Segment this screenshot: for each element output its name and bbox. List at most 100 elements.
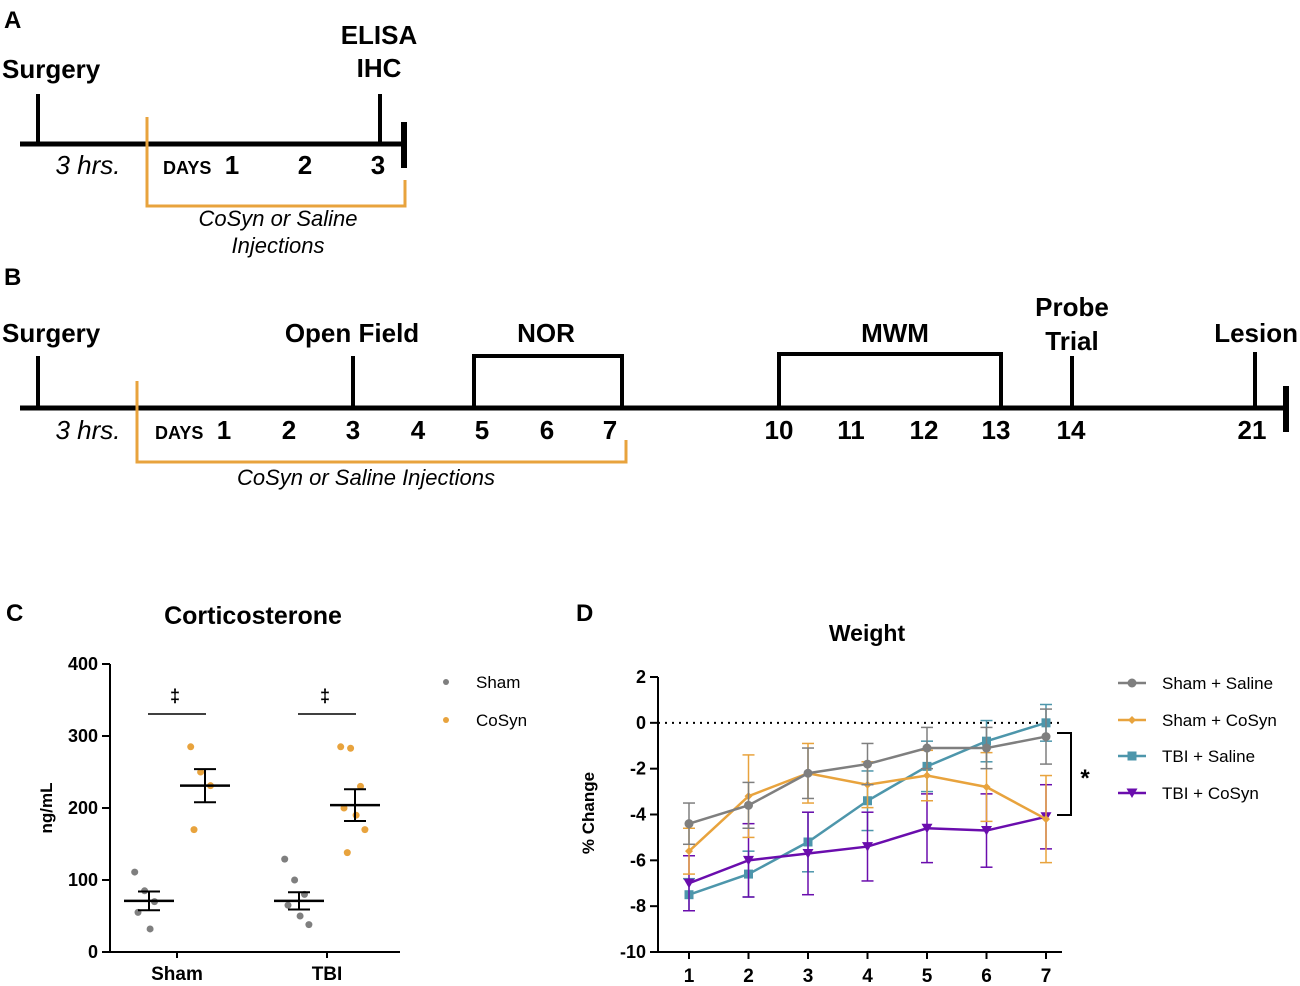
timeline-b-day: 3 bbox=[346, 415, 360, 445]
chart-c-point bbox=[337, 743, 345, 751]
chart-d-legend-marker bbox=[1127, 751, 1137, 761]
chart-d-point bbox=[685, 847, 693, 856]
timeline-b-day: 11 bbox=[837, 415, 865, 445]
chart-d-y-tick-label: -4 bbox=[630, 805, 646, 825]
timeline-b-injection-bracket bbox=[135, 381, 628, 464]
timeline-b-mwm-bracket bbox=[777, 352, 1003, 408]
chart-d-x-tick-label: 3 bbox=[803, 966, 814, 986]
panel-label-b: B bbox=[4, 264, 21, 291]
timeline-b-probe-label: Probe bbox=[1035, 292, 1109, 322]
timeline-a-injection-label: CoSyn or Saline bbox=[199, 206, 358, 231]
timeline-b-day: 5 bbox=[475, 415, 489, 445]
chart-c-point bbox=[357, 782, 364, 790]
chart-c-plot: 0 100 200 300 400 Sham TBI ‡ ‡ bbox=[68, 654, 400, 985]
timeline-a-day: 3 bbox=[371, 150, 385, 180]
chart-d-point bbox=[683, 878, 695, 889]
chart-d-point bbox=[922, 743, 932, 753]
chart-d-legend-label: TBI + Saline bbox=[1162, 747, 1255, 766]
chart-d-legend-marker bbox=[1128, 716, 1136, 724]
chart-d-significance-marker: * bbox=[1080, 765, 1090, 792]
timeline-b-day: 7 bbox=[603, 415, 617, 445]
chart-d-point bbox=[923, 771, 931, 780]
timeline-b-days-label: DAYS bbox=[155, 423, 203, 443]
chart-d-point bbox=[921, 823, 933, 834]
timeline-a-surgery-label: Surgery bbox=[2, 54, 101, 84]
chart-d-legend-label: Sham + Saline bbox=[1162, 674, 1273, 693]
chart-d-x-tick-label: 4 bbox=[862, 966, 873, 986]
chart-c-point bbox=[146, 925, 154, 933]
chart-d-point bbox=[803, 768, 813, 778]
chart-c-point bbox=[343, 849, 351, 857]
timeline-b-hrs-label: 3 hrs. bbox=[55, 415, 120, 445]
chart-c-y-tick-label: 400 bbox=[68, 654, 98, 674]
timeline-b-trial-label: Trial bbox=[1045, 326, 1098, 356]
panel-label-a: A bbox=[4, 7, 21, 34]
chart-d-plot: 2 0 -2 -4 -6 -8 -10 1 2 3 4 5 6 7 bbox=[620, 667, 1062, 986]
chart-c-point bbox=[291, 876, 299, 884]
chart-d-y-tick-label: -2 bbox=[630, 759, 646, 779]
timeline-b-surgery-label: Surgery bbox=[2, 318, 101, 348]
panel-label-c: C bbox=[6, 600, 23, 627]
chart-d-y-tick-label: -10 bbox=[620, 942, 646, 962]
timeline-a-ihc-label: IHC bbox=[357, 53, 402, 83]
chart-c-point bbox=[296, 912, 304, 920]
chart-d-x-tick-label: 5 bbox=[922, 966, 933, 986]
chart-c-point bbox=[361, 826, 369, 834]
chart-c-x-tick-label: Sham bbox=[151, 964, 203, 985]
timeline-b-day: 21 bbox=[1238, 415, 1267, 445]
chart-d-point bbox=[744, 800, 753, 810]
chart-c-legend-marker-sham bbox=[443, 679, 449, 685]
chart-c-y-tick-label: 300 bbox=[68, 726, 98, 746]
chart-d-x-tick-label: 1 bbox=[684, 966, 695, 986]
timeline-a-days-label: DAYS bbox=[163, 158, 211, 178]
timeline-a-elisa-label: ELISA bbox=[341, 20, 418, 50]
timeline-b-lesion-label: Lesion bbox=[1214, 318, 1298, 348]
timeline-a-injection-label-2: Injections bbox=[232, 233, 325, 258]
chart-d-point bbox=[1042, 815, 1050, 824]
chart-c-ylabel: ng/mL bbox=[37, 783, 56, 834]
chart-c-point bbox=[347, 744, 355, 752]
chart-d-y-tick-label: -6 bbox=[630, 850, 646, 870]
chart-c-point bbox=[352, 811, 360, 819]
chart-d-legend-label: Sham + CoSyn bbox=[1162, 711, 1277, 730]
timeline-b-day: 12 bbox=[910, 415, 939, 445]
timeline-b-day: 1 bbox=[217, 415, 231, 445]
chart-c-y-tick-label: 0 bbox=[88, 942, 98, 962]
chart-d-legend: Sham + Saline Sham + CoSyn TBI + Saline TBI… bbox=[1118, 674, 1277, 803]
chart-c-legend-cosyn: CoSyn bbox=[476, 711, 527, 730]
timeline-b-day: 13 bbox=[982, 415, 1011, 445]
chart-c-title: Corticosterone bbox=[164, 602, 342, 630]
chart-d-point bbox=[743, 855, 754, 866]
chart-d-point bbox=[1041, 732, 1051, 742]
chart-d-point bbox=[982, 783, 991, 791]
timeline-b-nor-bracket bbox=[472, 354, 624, 408]
chart-d-legend-marker bbox=[1126, 788, 1138, 798]
timeline-b-injection-label: CoSyn or Saline Injections bbox=[237, 465, 495, 490]
timeline-b-open-field-label: Open Field bbox=[285, 318, 419, 348]
chart-d-legend-marker bbox=[1127, 678, 1137, 688]
chart-c-point bbox=[281, 855, 289, 863]
chart-c-point bbox=[305, 921, 313, 929]
chart-c-significance-marker: ‡ bbox=[320, 686, 330, 706]
chart-d-significance-bracket bbox=[1057, 732, 1072, 816]
chart-d-x-tick-label: 6 bbox=[981, 966, 992, 986]
chart-d-x-tick-label: 2 bbox=[743, 966, 754, 986]
chart-c-point bbox=[131, 868, 139, 876]
chart-c-point bbox=[284, 901, 292, 909]
timeline-b-nor-label: NOR bbox=[517, 318, 575, 348]
timeline-b-mwm-label: MWM bbox=[861, 318, 929, 348]
panel-label-d: D bbox=[576, 600, 593, 627]
chart-d-y-tick-label: 2 bbox=[636, 667, 646, 687]
chart-c-legend-marker-cosyn bbox=[443, 717, 449, 723]
chart-c-y-tick-label: 100 bbox=[68, 870, 98, 890]
timeline-b-day: 10 bbox=[765, 415, 794, 445]
chart-d-point bbox=[862, 842, 873, 852]
chart-d-point bbox=[981, 826, 992, 836]
chart-c-x-tick-label: TBI bbox=[312, 964, 343, 985]
chart-d-x-tick-label: 7 bbox=[1041, 966, 1052, 986]
chart-c-legend-sham: Sham bbox=[476, 673, 520, 692]
timeline-a-day: 1 bbox=[225, 150, 239, 180]
chart-d-title: Weight bbox=[829, 620, 906, 646]
chart-d-point bbox=[802, 848, 814, 859]
